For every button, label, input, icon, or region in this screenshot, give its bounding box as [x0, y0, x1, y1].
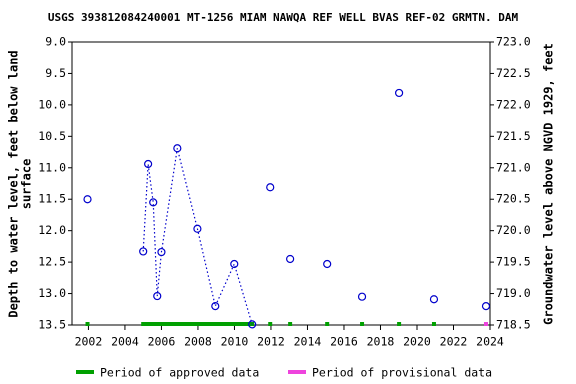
data-point: [429, 295, 439, 304]
status-bar: [143, 322, 151, 326]
data-point: [149, 198, 158, 207]
status-bar: [153, 322, 160, 326]
y-tick-label: 13.5: [38, 318, 66, 332]
y-tick-label: 11.5: [38, 192, 66, 206]
status-bar: [268, 322, 273, 326]
data-point: [394, 88, 404, 98]
y2-tick-label: 721.0: [496, 160, 531, 174]
legend-label: Period of provisional data: [312, 366, 492, 380]
y2-tick-label: 719.5: [496, 255, 531, 269]
legend-label: Period of approved data: [100, 366, 259, 380]
status-bar: [85, 322, 90, 326]
data-point: [173, 144, 182, 153]
data-point: [357, 292, 367, 301]
status-bar: [397, 322, 402, 326]
x-tick-label: 2020: [403, 335, 431, 349]
data-point: [193, 224, 202, 233]
y-axis-label: Depth to water level, feet below land: [7, 50, 21, 317]
x-tick-label: 2018: [367, 335, 395, 349]
y2-axis-label: Groundwater level above NGVD 1929, feet: [542, 43, 556, 325]
legend-swatch: [76, 370, 94, 374]
data-point: [144, 159, 153, 169]
y-tick-label: 9.5: [45, 66, 66, 80]
status-bar: [157, 322, 164, 326]
y2-tick-label: 720.0: [496, 223, 531, 237]
status-bar: [148, 322, 156, 326]
data-point: [153, 291, 162, 301]
status-bar: [177, 322, 200, 326]
data-point: [248, 320, 257, 329]
data-point: [266, 183, 275, 192]
status-bar: [161, 322, 180, 326]
x-tick-label: 2006: [148, 335, 176, 349]
y-tick-label: 12.0: [38, 223, 66, 237]
status-bar: [483, 322, 488, 326]
y-tick-label: 12.5: [38, 255, 66, 269]
y2-tick-label: 721.5: [496, 129, 531, 143]
status-bar: [215, 322, 237, 326]
data-point: [230, 259, 239, 269]
y-tick-label: 10.5: [38, 129, 66, 143]
y-tick-label: 11.0: [38, 160, 66, 174]
data-line: [142, 148, 253, 325]
x-tick-label: 2002: [75, 335, 103, 349]
y2-tick-label: 722.5: [496, 66, 531, 80]
data-point: [323, 259, 332, 269]
y2-tick-label: 718.5: [496, 318, 531, 332]
y2-tick-label: 720.5: [496, 192, 531, 206]
data-point: [286, 254, 295, 264]
x-tick-label: 2008: [184, 335, 212, 349]
y2-tick-label: 723.0: [496, 35, 531, 49]
y2-tick-label: 719.0: [496, 286, 531, 300]
plot-frame: [71, 41, 491, 326]
data-point: [157, 247, 166, 257]
legend-swatch: [288, 370, 306, 374]
chart-title: USGS 393812084240001 MT-1256 MIAM NAWQA …: [48, 11, 519, 24]
x-tick-label: 2024: [476, 335, 504, 349]
status-bar: [197, 322, 218, 326]
x-tick-label: 2022: [440, 335, 468, 349]
x-tick-label: 2012: [257, 335, 285, 349]
y-tick-label: 10.0: [38, 97, 66, 111]
y-tick-label: 13.0: [38, 286, 66, 300]
data-point: [83, 195, 92, 204]
y-axis-label: surface: [20, 159, 34, 210]
x-tick-label: 2014: [294, 335, 322, 349]
status-bar: [234, 322, 255, 326]
status-bar: [360, 322, 365, 326]
y2-tick-label: 722.0: [496, 97, 531, 111]
x-tick-label: 2010: [221, 335, 249, 349]
status-bar: [288, 322, 293, 326]
data-point: [139, 247, 148, 256]
x-tick-label: 2016: [330, 335, 358, 349]
y-tick-label: 9.0: [45, 35, 66, 49]
x-tick-label: 2004: [111, 335, 139, 349]
data-point: [481, 302, 491, 311]
data-point: [211, 302, 220, 311]
status-bar: [431, 322, 436, 326]
status-bar: [325, 322, 330, 326]
